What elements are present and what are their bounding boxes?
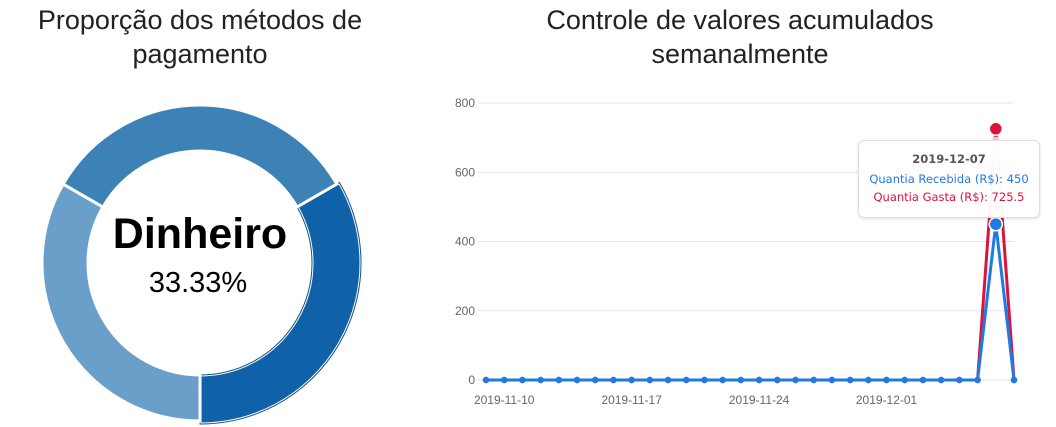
x-tick-label: 2019-11-24 <box>729 393 790 407</box>
data-point[interactable] <box>974 376 981 384</box>
pie-chart-title: Proporção dos métodos de pagamento <box>0 3 400 71</box>
data-point[interactable] <box>482 376 490 384</box>
data-point[interactable] <box>664 376 672 384</box>
data-point[interactable] <box>646 376 654 384</box>
data-point[interactable] <box>519 376 526 384</box>
y-tick-label: 400 <box>455 235 475 249</box>
data-point[interactable] <box>501 376 508 384</box>
y-tick-label: 0 <box>468 373 475 387</box>
data-point[interactable] <box>537 376 544 384</box>
doughnut-center-label: Dinheiro <box>113 210 287 258</box>
data-point[interactable] <box>792 376 799 384</box>
data-point[interactable] <box>755 376 763 384</box>
chart-tooltip: 2019-12-07 Quantia Recebida (R$): 450 Qu… <box>858 140 1040 218</box>
tooltip-spent-line: Quantia Gasta (R$): 725.5 <box>873 190 1025 204</box>
data-point[interactable] <box>1010 376 1018 384</box>
data-point[interactable] <box>919 376 927 384</box>
data-point[interactable] <box>901 376 908 384</box>
data-point[interactable] <box>774 376 781 384</box>
payment-methods-doughnut-chart: Dinheiro 33.33% <box>40 103 363 426</box>
data-point[interactable] <box>628 376 635 384</box>
doughnut-center-value: 33.33% <box>149 267 247 299</box>
data-point[interactable] <box>988 216 1004 232</box>
pie-title-line-2: pagamento <box>132 39 268 69</box>
y-tick-label: 600 <box>455 165 475 179</box>
data-point[interactable] <box>683 376 690 384</box>
line-title-line-1: Controle de valores acumulados <box>546 5 934 35</box>
data-point[interactable] <box>883 376 890 384</box>
data-point[interactable] <box>937 376 945 384</box>
data-point[interactable] <box>737 376 745 384</box>
y-tick-label: 200 <box>455 304 475 318</box>
pie-title-line-1: Proporção dos métodos de <box>37 5 363 35</box>
data-point[interactable] <box>956 376 963 384</box>
doughnut-slice-hover-outline <box>199 181 362 425</box>
tooltip-received-line: Quantia Recebida (R$): 450 <box>869 172 1029 186</box>
data-point[interactable] <box>865 376 872 384</box>
doughnut-slice[interactable] <box>61 103 339 210</box>
y-tick-label: 800 <box>455 96 475 110</box>
line-title-line-2: semanalmente <box>651 39 829 69</box>
data-point[interactable] <box>701 376 708 384</box>
data-point[interactable] <box>846 376 854 384</box>
x-tick-label: 2019-12-01 <box>856 393 918 407</box>
x-tick-label: 2019-11-17 <box>601 393 662 407</box>
data-point[interactable] <box>610 376 617 384</box>
data-point[interactable] <box>592 376 599 384</box>
data-point[interactable] <box>719 376 726 384</box>
line-chart-title: Controle de valores acumulados semanalme… <box>440 3 1040 71</box>
tooltip-title: 2019-12-07 <box>912 152 986 166</box>
data-point[interactable] <box>555 376 563 384</box>
doughnut-slice[interactable] <box>40 182 202 423</box>
data-point[interactable] <box>573 376 581 384</box>
x-tick-label: 2019-11-10 <box>474 393 535 407</box>
series-line <box>486 222 1016 382</box>
data-point[interactable] <box>828 376 836 384</box>
data-point[interactable] <box>810 376 817 384</box>
data-point[interactable] <box>988 121 1004 137</box>
